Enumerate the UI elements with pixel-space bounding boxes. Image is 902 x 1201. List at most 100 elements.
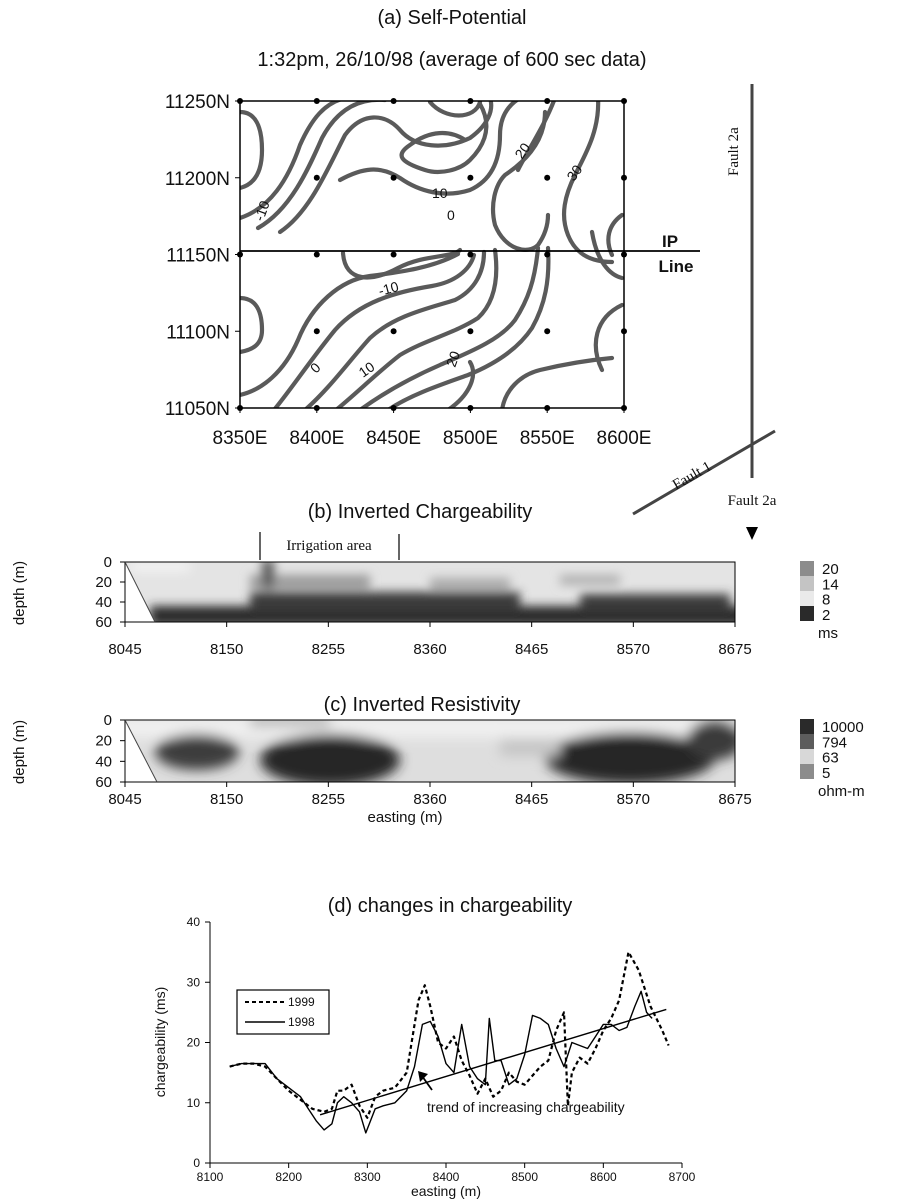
- legend-value: 5: [822, 765, 830, 782]
- legend-value: 2: [822, 607, 830, 624]
- y-tick-label: 0: [193, 1156, 200, 1170]
- contour-line: [447, 359, 476, 408]
- panel-b-ylabel: depth (m): [11, 561, 28, 625]
- legend: 1999 1998: [236, 989, 330, 1035]
- fault-2a-label: Fault 2a: [726, 127, 742, 176]
- panel-b-y-ticks: 0 20 40 60: [95, 554, 125, 631]
- y-tick-label: 40: [95, 753, 112, 770]
- contour-line: [240, 295, 265, 355]
- ip-line-label: Line: [659, 257, 694, 276]
- y-tick-label: 20: [187, 1036, 201, 1050]
- panel-b-title: (b) Inverted Chargeability: [308, 501, 533, 523]
- x-tick-label: 8200: [275, 1170, 302, 1184]
- x-tick-label: 8360: [413, 791, 446, 808]
- contour-line: [427, 101, 483, 118]
- contour-line: [515, 101, 557, 173]
- panel-c-y-ticks: 0 20 40 60: [95, 712, 125, 791]
- station-dot: [621, 174, 627, 181]
- y-tick-label: 11250N: [165, 92, 230, 113]
- x-tick-label: 8150: [210, 791, 243, 808]
- x-tick-label: 8600: [590, 1170, 617, 1184]
- section-edge: [124, 719, 158, 783]
- station-dot: [390, 328, 397, 335]
- panel-d-y-ticks: 0 10 20 30 40: [187, 915, 210, 1170]
- x-tick-label: 8150: [210, 641, 243, 658]
- x-tick-label: 8360: [413, 641, 446, 658]
- y-tick-label: 11050N: [165, 399, 230, 420]
- contour-label: -10: [251, 198, 273, 223]
- x-tick-label: 8100: [197, 1170, 224, 1184]
- contour-line: [277, 101, 494, 235]
- y-tick-label: 20: [95, 733, 112, 750]
- panel-d-x-ticks: 8100 8200 8300 8400 8500 8600 8700: [197, 1163, 696, 1184]
- contour-line: [335, 247, 499, 408]
- panel-a-y-ticks: 11250N 11200N 11150N 11100N 11050N: [165, 92, 240, 420]
- panel-d-title: (d) changes in chargeability: [328, 895, 573, 917]
- x-tick-label: 8255: [312, 791, 345, 808]
- panel-c-x-ticks: 8045 8150 8255 8360 8465 8570 8675: [108, 782, 752, 808]
- contour-label: 0: [447, 207, 455, 223]
- x-tick-label: 8500: [511, 1170, 538, 1184]
- fault-1-line: [632, 429, 776, 516]
- x-tick-label: 8450E: [366, 428, 421, 449]
- y-tick-label: 30: [187, 975, 201, 989]
- ip-line-label: IP: [662, 232, 678, 251]
- series-lines: [229, 951, 670, 1134]
- legend-entry-1999: 1999: [288, 995, 315, 1009]
- x-tick-label: 8255: [312, 641, 345, 658]
- y-tick-label: 11100N: [166, 322, 230, 343]
- x-tick-label: 8550E: [520, 428, 575, 449]
- contour-label: 20: [511, 140, 533, 162]
- panel-resistivity: (c) Inverted Resistivity depth (m) 0 20 40…: [11, 694, 865, 826]
- station-dot: [467, 328, 474, 335]
- y-tick-label: 40: [95, 594, 112, 611]
- contour-line: [340, 247, 463, 280]
- panel-d-ylabel: chargeability (ms): [152, 987, 168, 1097]
- contour-line: [240, 251, 461, 398]
- y-tick-label: 40: [187, 915, 201, 929]
- panel-a-x-ticks: 8350E 8400E 8450E 8500E 8550E 8600E: [213, 408, 652, 449]
- contour-line: [240, 101, 343, 221]
- x-tick-label: 8500E: [443, 428, 498, 449]
- contour-line: [240, 109, 265, 191]
- station-dot: [313, 174, 320, 181]
- station-dot: [544, 328, 551, 335]
- series-1998-line: [229, 990, 653, 1134]
- contour-line: [606, 212, 624, 258]
- x-tick-label: 8600E: [597, 428, 652, 449]
- y-tick-label: 11150N: [166, 246, 230, 267]
- legend-value: 794: [822, 734, 847, 751]
- legend-value: 20: [822, 561, 839, 578]
- legend-value: 63: [822, 750, 839, 767]
- panel-a-subtitle: 1:32pm, 26/10/98 (average of 600 sec dat…: [257, 49, 646, 71]
- series-1999-line: [229, 951, 670, 1119]
- station-dot: [621, 98, 627, 104]
- station-dot: [313, 98, 320, 104]
- x-tick-label: 8045: [108, 641, 141, 658]
- station-dot: [467, 251, 474, 258]
- x-tick-label: 8700: [669, 1170, 696, 1184]
- station-dot: [313, 328, 320, 335]
- legend-value: 10000: [822, 719, 864, 736]
- contour-line: [304, 249, 487, 408]
- sp-contours: [240, 101, 624, 408]
- x-tick-label: 8570: [617, 641, 650, 658]
- panel-a-title: (a) Self-Potential: [378, 7, 527, 29]
- contour-line: [337, 101, 520, 196]
- x-tick-label: 8400: [433, 1170, 460, 1184]
- x-tick-label: 8675: [718, 791, 751, 808]
- fault-2a-lower-label: Fault 2a: [728, 493, 777, 509]
- trend-arrowhead: [418, 1071, 428, 1082]
- panel-c-title: (c) Inverted Resistivity: [324, 694, 521, 716]
- panel-c-xlabel: easting (m): [367, 809, 442, 826]
- station-dot: [621, 328, 627, 335]
- contour-line: [387, 245, 551, 408]
- legend-unit: ms: [818, 625, 838, 642]
- contour-line: [500, 355, 615, 408]
- station-dot: [621, 251, 627, 258]
- legend-entry-1998: 1998: [288, 1015, 315, 1029]
- y-tick-label: 20: [95, 574, 112, 591]
- station-dot: [313, 251, 320, 258]
